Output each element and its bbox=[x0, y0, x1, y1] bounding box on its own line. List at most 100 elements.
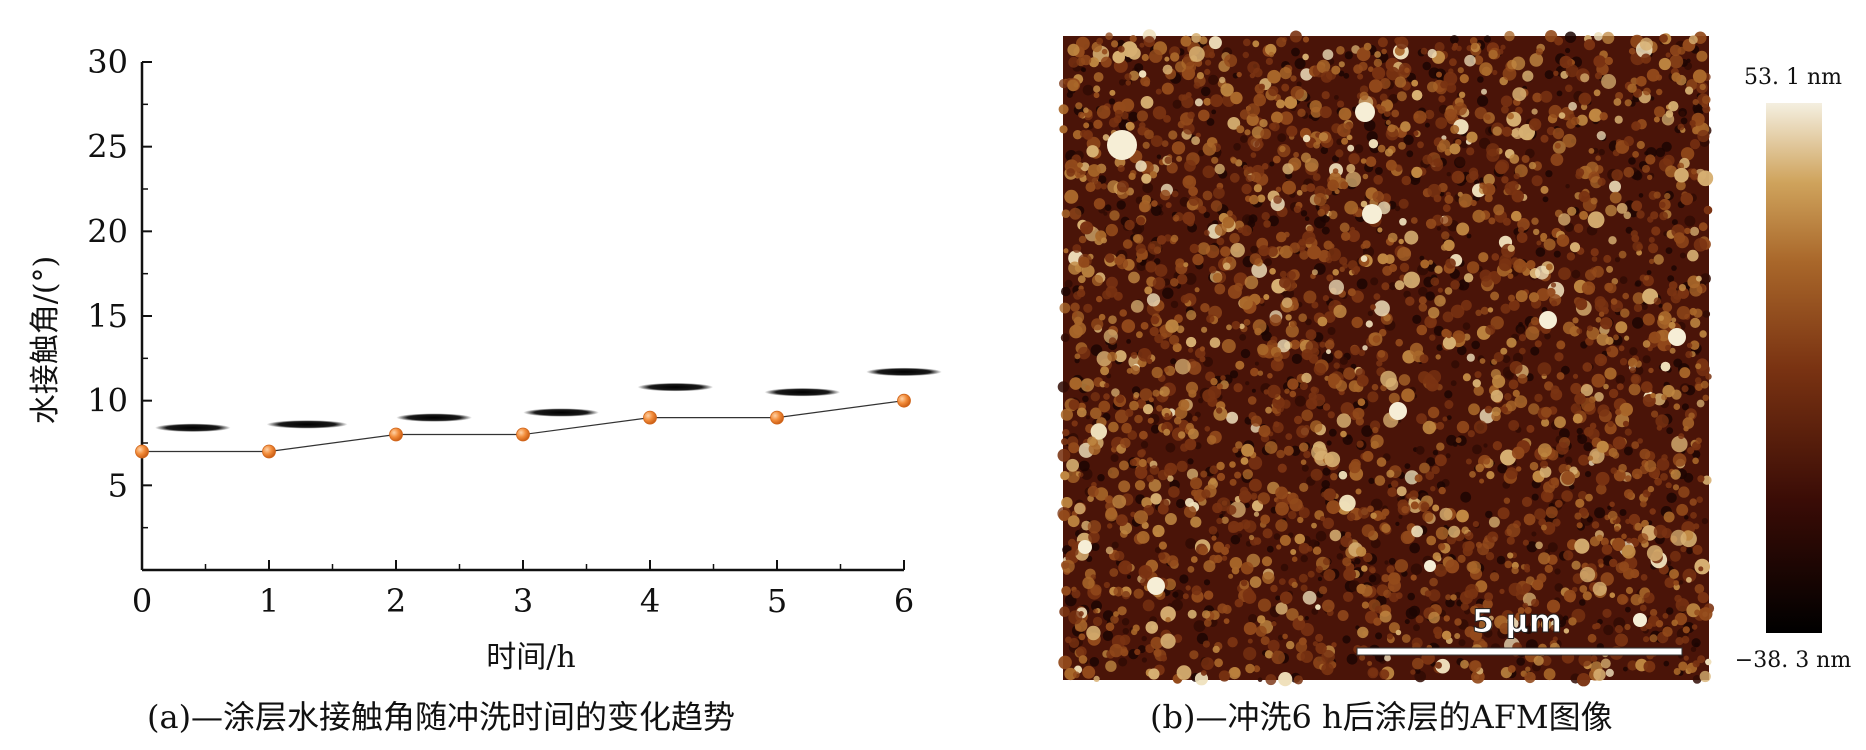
afm-grain bbox=[1511, 210, 1522, 222]
afm-grain bbox=[1165, 319, 1179, 333]
afm-grain bbox=[1367, 505, 1374, 513]
afm-grain bbox=[1250, 415, 1262, 427]
afm-grain bbox=[1219, 76, 1226, 84]
afm-grain bbox=[1244, 129, 1251, 136]
afm-grain bbox=[1672, 290, 1683, 300]
afm-grain bbox=[1304, 158, 1319, 172]
afm-grain bbox=[1621, 544, 1636, 559]
afm-grain bbox=[1677, 162, 1685, 170]
afm-grain bbox=[1388, 572, 1401, 585]
afm-grain bbox=[1139, 388, 1153, 401]
afm-grain bbox=[1444, 194, 1454, 204]
afm-grain bbox=[1276, 544, 1282, 550]
afm-grain bbox=[1296, 425, 1309, 439]
afm-grain bbox=[1420, 47, 1428, 55]
afm-grain bbox=[1125, 80, 1132, 86]
afm-grain bbox=[1162, 64, 1173, 75]
afm-grain bbox=[1515, 612, 1525, 622]
afm-grain bbox=[1239, 323, 1245, 330]
afm-pit bbox=[1334, 95, 1339, 100]
afm-grain bbox=[1411, 90, 1423, 101]
afm-grain bbox=[1358, 61, 1368, 71]
afm-grain bbox=[1347, 260, 1358, 271]
afm-grain bbox=[1072, 244, 1082, 253]
afm-grain bbox=[1377, 253, 1389, 265]
afm-grain bbox=[1486, 143, 1500, 157]
afm-grain bbox=[1176, 273, 1188, 285]
afm-grain bbox=[1624, 428, 1632, 436]
afm-grain bbox=[1615, 321, 1628, 334]
afm-grain bbox=[1398, 142, 1406, 150]
afm-grain bbox=[1395, 164, 1403, 172]
afm-grain bbox=[1618, 345, 1625, 352]
afm-grain bbox=[1567, 206, 1577, 216]
afm-grain bbox=[1540, 524, 1547, 531]
afm-pit bbox=[1547, 542, 1558, 553]
afm-grain bbox=[1070, 547, 1079, 556]
afm-grain bbox=[1359, 85, 1369, 94]
afm-pit bbox=[1412, 314, 1422, 324]
afm-grain bbox=[1193, 82, 1201, 89]
afm-pit bbox=[1565, 184, 1570, 189]
afm-pit bbox=[1526, 541, 1538, 553]
afm-pit bbox=[1269, 161, 1275, 167]
afm-grain bbox=[1073, 82, 1079, 88]
afm-grain bbox=[1360, 158, 1367, 164]
afm-grain bbox=[1525, 666, 1531, 672]
afm-grain bbox=[1161, 140, 1169, 148]
afm-grain bbox=[1568, 101, 1577, 111]
afm-grain bbox=[1202, 640, 1210, 648]
afm-grain bbox=[1216, 461, 1225, 471]
afm-pit bbox=[1407, 592, 1415, 601]
afm-grain bbox=[1575, 171, 1583, 180]
series-markers bbox=[135, 393, 911, 459]
afm-grain bbox=[1300, 459, 1307, 466]
afm-pit bbox=[1165, 442, 1176, 453]
afm-grain bbox=[1331, 642, 1337, 648]
afm-pit bbox=[1162, 287, 1174, 299]
afm-grain bbox=[1183, 262, 1189, 268]
afm-grain bbox=[1313, 363, 1327, 376]
afm-grain bbox=[1531, 217, 1539, 225]
afm-grain bbox=[1342, 263, 1348, 269]
afm-grain bbox=[1526, 424, 1535, 433]
afm-grain bbox=[1139, 42, 1145, 48]
afm-pit bbox=[1203, 579, 1211, 586]
afm-grain bbox=[1293, 675, 1303, 685]
afm-grain bbox=[1606, 265, 1614, 273]
afm-grain bbox=[1576, 522, 1583, 529]
afm-grain bbox=[1125, 408, 1134, 417]
afm-pit bbox=[1625, 606, 1631, 613]
afm-pit bbox=[1457, 345, 1467, 356]
afm-pit bbox=[1247, 220, 1256, 228]
afm-grain bbox=[1283, 445, 1294, 456]
afm-grain bbox=[1176, 155, 1183, 162]
afm-grain bbox=[1649, 258, 1655, 264]
afm-grain bbox=[1455, 437, 1462, 444]
afm-grain bbox=[1229, 461, 1236, 468]
afm-grain bbox=[1109, 89, 1116, 96]
afm-grain bbox=[1072, 130, 1083, 140]
afm-grain bbox=[1609, 558, 1618, 568]
afm-grain bbox=[1074, 353, 1081, 360]
afm-grain bbox=[1104, 382, 1110, 388]
afm-pit bbox=[1561, 365, 1570, 375]
afm-grain bbox=[1307, 570, 1315, 578]
afm-pit bbox=[1658, 303, 1663, 308]
afm-grain bbox=[1233, 272, 1248, 287]
afm-grain bbox=[1151, 200, 1158, 207]
afm-grain bbox=[1478, 618, 1493, 632]
afm-pit bbox=[1233, 143, 1241, 151]
afm-grain bbox=[1614, 115, 1623, 124]
afm-grain bbox=[1686, 577, 1692, 583]
afm-grain bbox=[1080, 54, 1092, 66]
afm-grain bbox=[1611, 278, 1619, 285]
afm-pit bbox=[1304, 616, 1309, 621]
afm-bright-particle bbox=[1078, 540, 1092, 554]
afm-grain bbox=[1093, 675, 1100, 683]
afm-grain bbox=[1435, 661, 1442, 669]
afm-grain bbox=[1522, 602, 1529, 609]
afm-grain bbox=[1661, 454, 1668, 461]
afm-grain bbox=[1311, 301, 1319, 309]
afm-grain bbox=[1563, 628, 1570, 634]
